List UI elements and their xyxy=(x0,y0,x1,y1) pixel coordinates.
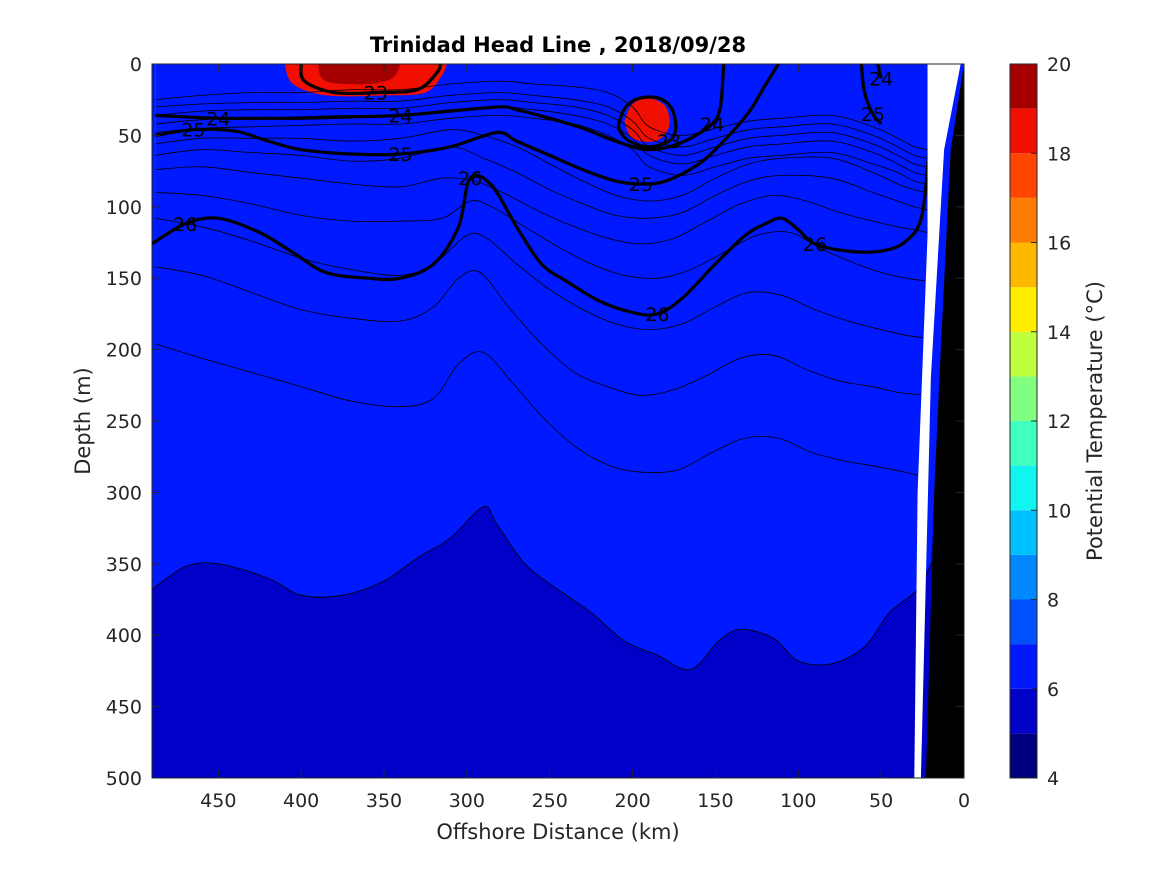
colorbar-swatch xyxy=(1010,287,1037,332)
coastal-white-margin xyxy=(914,64,961,778)
isotherm-label-25: 25 xyxy=(629,174,653,196)
colorbar-swatch xyxy=(1010,644,1037,689)
isotherm-bold-23-0 xyxy=(299,64,442,96)
x-tick-label: 150 xyxy=(697,790,733,812)
colorbar-tick-label: 20 xyxy=(1047,54,1071,76)
y-tick-label: 500 xyxy=(106,768,142,790)
colorbar-swatch xyxy=(1010,421,1037,466)
x-tick-label: 50 xyxy=(869,790,893,812)
isotherm-10 xyxy=(155,166,928,245)
isotherm-label-26: 26 xyxy=(803,234,827,256)
isotherm-bold-24-2 xyxy=(155,64,726,152)
y-tick-label: 150 xyxy=(106,268,142,290)
colorbar-swatch xyxy=(1010,331,1037,377)
colorbar-swatch xyxy=(1010,64,1037,109)
isotherm-bold-26-6 xyxy=(152,120,933,317)
isotherm-label-24: 24 xyxy=(869,68,893,90)
colorbar-swatch xyxy=(1010,733,1037,778)
isotherm-lines xyxy=(152,64,964,778)
y-tick-label: 100 xyxy=(106,197,142,219)
colorbar-tick-label: 14 xyxy=(1047,322,1071,344)
isotherm-bold-25-4 xyxy=(155,64,780,186)
x-tick-label: 450 xyxy=(200,790,236,812)
colorbar-swatch xyxy=(1010,376,1037,421)
isotherm-7 xyxy=(155,266,928,396)
y-tick-label: 300 xyxy=(106,482,142,504)
chart-title: Trinidad Head Line , 2018/09/28 xyxy=(370,33,746,57)
x-tick-label: 200 xyxy=(614,790,650,812)
isotherm-8 xyxy=(155,217,928,339)
isotherm-bold-24-3 xyxy=(876,64,883,79)
x-tick-label: 400 xyxy=(283,790,319,812)
seafloor-wedge xyxy=(925,64,964,778)
y-tick-label: 450 xyxy=(106,697,142,719)
x-axis-label: Offshore Distance (km) xyxy=(436,820,679,844)
isotherm-label-24: 24 xyxy=(388,105,412,127)
isotherm-15 xyxy=(155,99,928,168)
x-tick-label: 300 xyxy=(449,790,485,812)
band-6 xyxy=(155,64,928,479)
y-tick-label: 0 xyxy=(130,54,142,76)
colorbar-tick-label: 10 xyxy=(1047,500,1071,522)
band-warm-peak xyxy=(317,64,401,85)
y-axis-ticks: 0 50 100 150 200 250 300 350 400 450 500 xyxy=(106,54,964,790)
temperature-fill xyxy=(152,64,964,778)
colorbar-swatch xyxy=(1010,153,1037,198)
colorbar-tick-label: 18 xyxy=(1047,143,1071,165)
colorbar-swatch xyxy=(1010,554,1037,600)
isotherm-label-23: 23 xyxy=(364,83,388,105)
y-tick-label: 350 xyxy=(106,554,142,576)
colorbar-swatch xyxy=(1010,599,1037,645)
isotherm-label-24: 24 xyxy=(206,108,230,130)
colorbar-swatch xyxy=(1010,197,1037,243)
x-tick-label: 250 xyxy=(532,790,568,812)
isotherm-label-25: 25 xyxy=(388,144,412,166)
colorbar-label: Potential Temperature (°C) xyxy=(1083,281,1107,561)
isotherm-label-25: 25 xyxy=(861,104,885,126)
isotherm-bold-23-1 xyxy=(616,95,678,149)
colorbar-swatch xyxy=(1010,688,1037,734)
isotherm-label-26: 26 xyxy=(173,214,197,236)
isotherm-label-25: 25 xyxy=(181,120,205,142)
y-tick-label: 250 xyxy=(106,411,142,433)
x-axis-ticks: 450 400 350 300 250 200 150 100 50 0 xyxy=(200,64,970,812)
isotherm-11 xyxy=(155,146,928,219)
isotherm-label-26: 26 xyxy=(458,168,482,190)
x-tick-label: 100 xyxy=(780,790,816,812)
isotherm-12 xyxy=(155,129,928,202)
y-tick-label: 200 xyxy=(106,340,142,362)
colorbar-swatch xyxy=(1010,510,1037,555)
colorbar-swatch xyxy=(1010,242,1037,288)
isotherm-6 xyxy=(155,343,928,479)
colorbar-tick-label: 12 xyxy=(1047,411,1071,433)
isotherm-5 xyxy=(152,505,932,671)
colorbar-swatch xyxy=(1010,108,1037,154)
colorbar: 4 6 8 10 12 14 16 18 20 xyxy=(1009,54,1071,790)
y-tick-label: 50 xyxy=(118,125,142,147)
y-tick-label: 400 xyxy=(106,625,142,647)
colorbar-tick-label: 16 xyxy=(1047,233,1071,255)
colorbar-tick-label: 8 xyxy=(1047,590,1059,612)
isotherm-label-23: 23 xyxy=(657,131,681,153)
colorbar-tick-label: 6 xyxy=(1047,679,1059,701)
colorbar-swatch xyxy=(1010,465,1037,511)
colorbar-tick-label: 4 xyxy=(1047,768,1059,790)
isotherm-bold-25-5 xyxy=(859,64,883,126)
isotherm-9 xyxy=(155,192,928,282)
y-axis-label: Depth (m) xyxy=(71,367,95,474)
isotherm-label-24: 24 xyxy=(700,114,724,136)
isotherm-label-26: 26 xyxy=(645,304,669,326)
x-tick-label: 0 xyxy=(958,790,970,812)
x-tick-label: 350 xyxy=(366,790,402,812)
